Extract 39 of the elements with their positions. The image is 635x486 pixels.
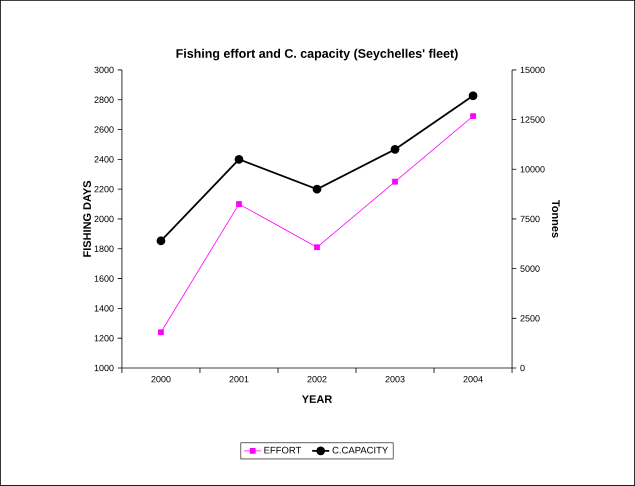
y-axis-title: FISHING DAYS	[83, 180, 91, 257]
y2-tick-label: 5000	[520, 265, 540, 272]
point	[312, 184, 322, 194]
y-tick-label: 1000	[94, 364, 114, 372]
legend-label: EFFORT	[264, 446, 302, 454]
y2-tick-label: 10000	[520, 166, 545, 172]
y-tick-label: 1400	[94, 305, 114, 312]
y-tick-label: 1600	[94, 275, 114, 282]
y-tick-label: 2800	[94, 96, 114, 103]
point	[156, 236, 166, 246]
x-tick-label: 2003	[386, 376, 405, 382]
point	[392, 178, 398, 185]
y2-tick-label: 0	[520, 364, 525, 372]
point	[158, 329, 164, 336]
y-tick-label: 2200	[94, 186, 114, 192]
x-tick-label: 2004	[464, 376, 483, 382]
y-tick-label: 1800	[94, 246, 114, 252]
point	[314, 244, 320, 250]
y-tick-label: 3000	[94, 66, 114, 74]
y2-axis-title: Tonnes	[552, 200, 560, 238]
y-tick-label: 2400	[94, 156, 114, 163]
y2-tick-label: 2500	[520, 315, 540, 322]
y2-tick-label: 12500	[520, 116, 545, 123]
point	[236, 201, 242, 207]
legend-label: C.CAPACITY	[332, 446, 388, 454]
y-tick-label: 2600	[94, 126, 114, 133]
point	[234, 154, 244, 164]
y2-tick-label: 15000	[520, 66, 545, 74]
chart-title: Fishing effort and C. capacity (Seychelles' fleet)	[176, 48, 458, 60]
x-tick-label: 2001	[229, 376, 249, 382]
y-tick-label: 1200	[94, 335, 114, 342]
x-tick-label: 2000	[151, 376, 171, 382]
point	[390, 145, 400, 154]
y2-tick-label: 7500	[520, 216, 540, 222]
x-axis-title: YEAR	[302, 395, 332, 403]
x-tick-label: 2002	[307, 376, 327, 382]
point	[468, 91, 478, 100]
y-tick-label: 2000	[94, 216, 114, 222]
point	[470, 113, 476, 120]
